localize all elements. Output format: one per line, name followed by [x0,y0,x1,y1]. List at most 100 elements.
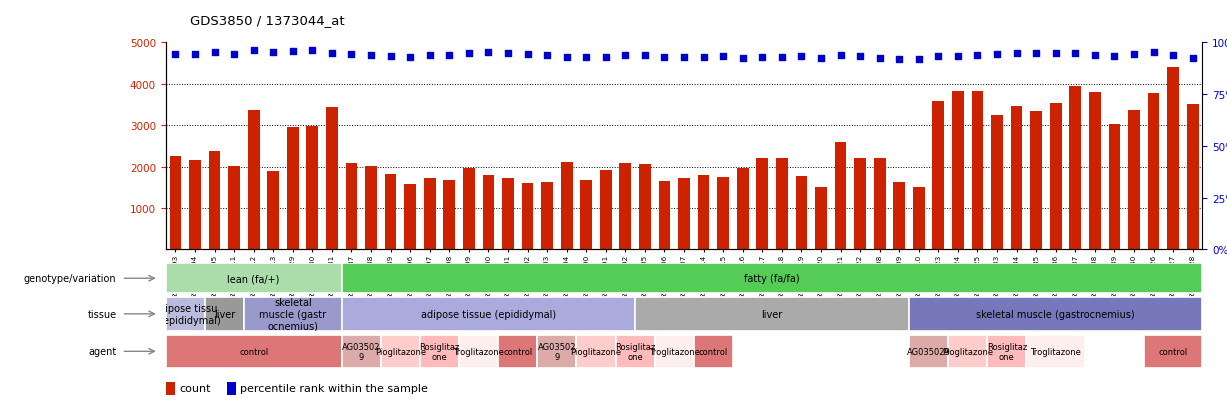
Bar [541,182,553,250]
Text: Troglitazone: Troglitazone [453,347,504,356]
Point [361,52,380,59]
Text: Rosiglitaz
one: Rosiglitaz one [420,342,460,361]
Point [166,52,185,58]
Point [323,50,342,57]
Bar [874,159,886,250]
Point [380,53,400,60]
Bar [166,297,205,331]
Bar [655,335,693,368]
Bar [636,297,909,331]
Bar [1031,112,1042,250]
Bar [166,335,341,368]
Text: control: control [1158,347,1188,356]
Point [1163,52,1183,59]
Bar [639,164,650,250]
Bar [228,166,240,250]
Point [283,48,303,55]
Bar [326,108,337,250]
Point [675,55,694,62]
Point [518,52,537,58]
Point [577,55,596,61]
Text: control: control [503,347,533,356]
Text: control: control [698,347,728,356]
Bar [988,335,1027,368]
Point [1104,53,1124,60]
Bar [854,159,866,250]
Text: genotype/variation: genotype/variation [25,273,117,284]
Point [693,54,713,61]
Point [303,47,323,54]
Text: skeletal
muscle (gastr
ocnemius): skeletal muscle (gastr ocnemius) [259,297,326,331]
Bar [287,128,298,250]
Text: AG03502
9: AG03502 9 [537,342,577,361]
Bar [1144,335,1202,368]
Bar [1027,335,1085,368]
Point [968,52,988,59]
Bar [423,179,436,250]
Point [1183,56,1202,62]
Bar [459,335,498,368]
Bar [166,382,174,395]
Bar [405,184,416,250]
Bar [815,188,827,250]
Bar [267,171,279,250]
Bar [341,264,1202,293]
Bar [1128,110,1140,250]
Text: percentile rank within the sample: percentile rank within the sample [240,383,428,393]
Bar [561,162,573,250]
Bar [580,181,593,250]
Bar [1090,93,1101,250]
Bar [893,183,906,250]
Bar [775,159,788,250]
Point [1045,51,1065,57]
Text: liver: liver [762,309,783,319]
Point [264,50,283,57]
Text: Pioglitazone: Pioglitazone [571,347,622,356]
Bar [1187,105,1199,250]
Point [831,52,850,59]
Text: skeletal muscle (gastrocnemius): skeletal muscle (gastrocnemius) [977,309,1135,319]
Text: Rosiglitaz
one: Rosiglitaz one [987,342,1027,361]
Point [459,50,479,57]
Point [929,53,948,60]
Bar [498,335,537,368]
Bar [482,176,494,250]
Bar [307,127,318,250]
Point [752,55,772,62]
Point [244,47,264,54]
Text: fatty (fa/fa): fatty (fa/fa) [745,273,800,284]
Bar [1147,94,1160,250]
Text: adipose tissu
e (epididymal): adipose tissu e (epididymal) [150,303,221,325]
Bar [380,335,420,368]
Text: AG035029: AG035029 [907,347,951,356]
Point [655,54,675,61]
Bar [385,175,396,250]
Bar [693,335,733,368]
Bar [209,152,221,250]
Text: liver: liver [213,309,234,319]
Text: Pioglitazone: Pioglitazone [942,347,994,356]
Text: tissue: tissue [87,309,117,319]
Point [791,53,811,60]
Text: Troglitazone: Troglitazone [1031,347,1081,356]
Point [498,50,518,57]
Bar [659,181,670,250]
Bar [366,166,377,250]
Point [1026,51,1045,57]
Bar [795,176,807,250]
Bar [341,335,380,368]
Bar [972,92,983,250]
Bar [718,177,729,250]
Point [420,53,439,59]
Bar [834,142,847,250]
Bar [420,335,459,368]
Point [479,50,498,57]
Point [400,55,420,61]
Point [636,52,655,59]
Point [341,52,361,58]
Bar [1070,87,1081,250]
Bar [502,178,514,250]
Bar [244,297,341,331]
Bar [1011,107,1022,250]
Point [185,52,205,58]
